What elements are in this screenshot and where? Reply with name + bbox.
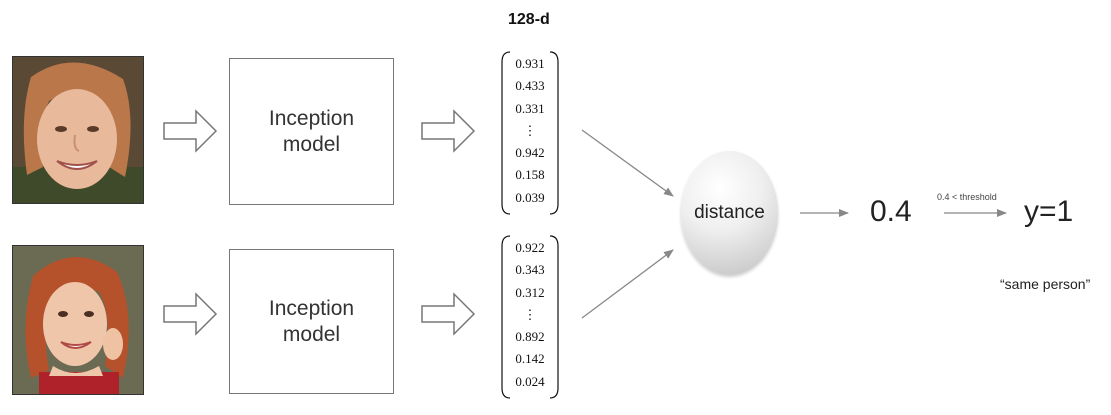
- encoding-value: 0.922: [515, 240, 545, 255]
- inception-model-box-2: Inception model: [229, 249, 394, 394]
- model-label-line2: model: [282, 322, 341, 346]
- output-label: y=1: [1024, 195, 1074, 228]
- dimension-label: 128-d: [508, 11, 550, 28]
- inception-model-box-1: Inception model: [229, 58, 394, 205]
- encoding-value: 0.039: [515, 189, 545, 205]
- comparison-label: 0.4 < threshold: [937, 192, 997, 202]
- encoding-value: 0.331: [515, 100, 545, 116]
- face-photo-2: [12, 245, 144, 395]
- vector-brackets-1: [501, 51, 559, 215]
- input-arrow-1: [163, 109, 218, 153]
- encoding-value: 0.433: [515, 78, 545, 94]
- output-arrow-1: [421, 109, 476, 153]
- distance-label: distance: [694, 202, 765, 223]
- encoding-value: 0.343: [515, 262, 545, 278]
- encoding-value: 0.931: [515, 56, 545, 71]
- vector-brackets-2: [501, 235, 559, 399]
- encoding-ellipsis: ⋮: [523, 306, 537, 322]
- arrow-bottom-to-distance: [581, 249, 674, 319]
- model-label-line1: Inception: [268, 106, 355, 130]
- distance-node: distance: [681, 151, 778, 275]
- encoding-value: 0.024: [515, 373, 545, 389]
- encoding-value: 0.312: [515, 284, 545, 300]
- output-arrow-2: [421, 292, 476, 336]
- encoding-value: 0.942: [515, 145, 545, 161]
- distance-value: 0.4: [870, 195, 912, 228]
- output-note: “same person”: [1000, 276, 1091, 292]
- model-label-line1: Inception: [268, 296, 355, 320]
- encoding-ellipsis: ⋮: [523, 122, 537, 138]
- face-photo-1: [12, 56, 144, 204]
- encoding-value: 0.142: [515, 351, 545, 367]
- input-arrow-2: [163, 292, 218, 336]
- encoding-value: 0.158: [515, 167, 545, 183]
- encoding-vector-1: 0.931 0.433 0.331 ⋮ 0.942 0.158 0.039: [507, 53, 553, 209]
- model-label-line2: model: [282, 132, 341, 156]
- encoding-vector-2: 0.922 0.343 0.312 ⋮ 0.892 0.142 0.024: [507, 237, 553, 393]
- arrow-top-to-distance: [581, 129, 674, 197]
- encoding-value: 0.892: [515, 329, 545, 345]
